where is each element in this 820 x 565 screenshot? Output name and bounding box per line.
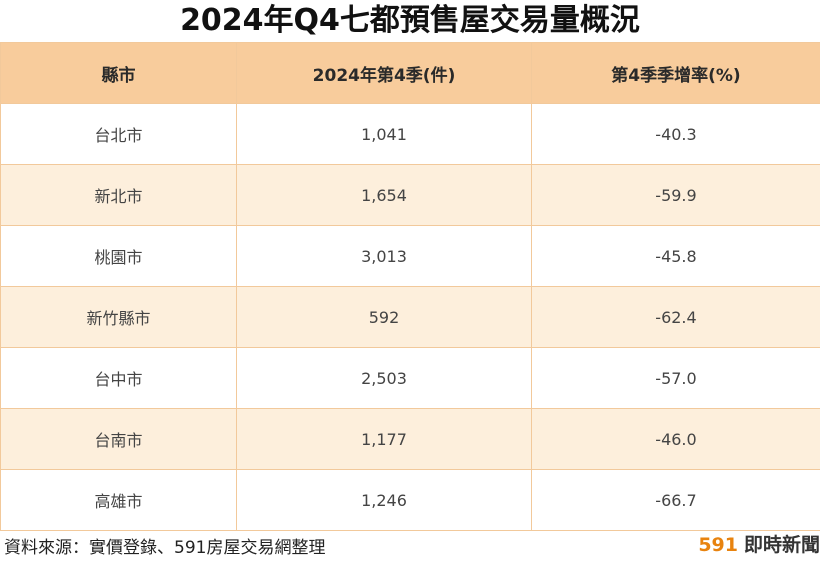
volume-cell: 2,503 (236, 347, 532, 409)
table-row: 桃園市 3,013 -45.8 (0, 225, 820, 287)
data-table: 縣市 2024年第4季(件) 第4季季增率(%) 台北市 1,041 -40.3… (0, 42, 820, 531)
volume-cell: 1,041 (236, 103, 532, 165)
city-cell: 高雄市 (0, 469, 237, 531)
column-header-city: 縣市 (0, 42, 237, 104)
city-cell: 台南市 (0, 408, 237, 470)
table-row: 新竹縣市 592 -62.4 (0, 286, 820, 348)
brand-text: 即時新聞 (743, 534, 820, 556)
table-row: 高雄市 1,246 -66.7 (0, 469, 820, 531)
volume-cell: 3,013 (236, 225, 532, 287)
source-note: 資料來源：實價登錄、591房屋交易網整理 (4, 538, 326, 558)
volume-cell: 592 (236, 286, 532, 348)
growth-cell: -57.0 (531, 347, 820, 409)
city-cell: 新竹縣市 (0, 286, 237, 348)
city-cell: 新北市 (0, 164, 237, 226)
column-header-growth: 第4季季增率(%) (531, 42, 820, 104)
table-row: 新北市 1,654 -59.9 (0, 164, 820, 226)
city-cell: 台中市 (0, 347, 237, 409)
city-cell: 台北市 (0, 103, 237, 165)
brand-logo: 591 即時新聞 (698, 533, 820, 557)
volume-cell: 1,177 (236, 408, 532, 470)
growth-cell: -46.0 (531, 408, 820, 470)
column-header-volume: 2024年第4季(件) (236, 42, 532, 104)
table-row: 台南市 1,177 -46.0 (0, 408, 820, 470)
growth-cell: -40.3 (531, 103, 820, 165)
brand-number: 591 (698, 534, 738, 556)
volume-cell: 1,246 (236, 469, 532, 531)
table-header-row: 縣市 2024年第4季(件) 第4季季增率(%) (0, 42, 820, 104)
growth-cell: -45.8 (531, 225, 820, 287)
growth-cell: -59.9 (531, 164, 820, 226)
chart-title: 2024年Q4七都預售屋交易量概況 (180, 3, 640, 38)
city-cell: 桃園市 (0, 225, 237, 287)
table-row: 台北市 1,041 -40.3 (0, 103, 820, 165)
volume-cell: 1,654 (236, 164, 532, 226)
growth-cell: -66.7 (531, 469, 820, 531)
table-row: 台中市 2,503 -57.0 (0, 347, 820, 409)
growth-cell: -62.4 (531, 286, 820, 348)
